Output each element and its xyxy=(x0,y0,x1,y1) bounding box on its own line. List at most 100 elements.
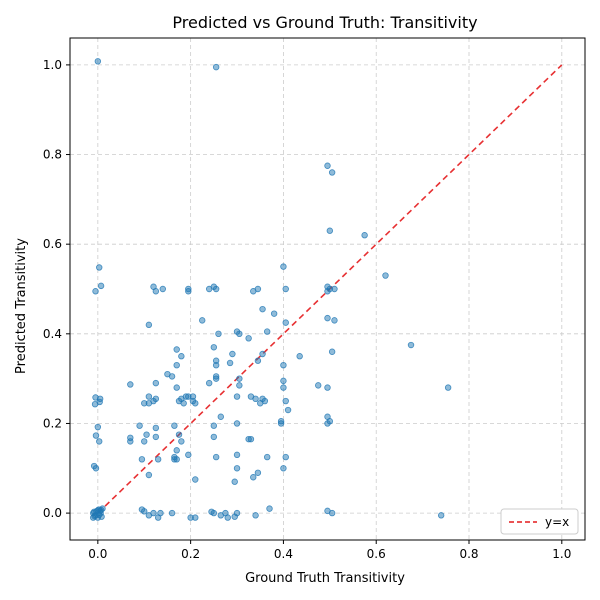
data-point xyxy=(92,465,100,472)
x-tick-label: 0.4 xyxy=(274,547,293,561)
x-tick-label: 0.0 xyxy=(88,547,107,561)
data-point xyxy=(326,418,334,425)
data-points xyxy=(89,58,452,521)
data-point xyxy=(247,435,255,443)
data-point xyxy=(175,431,183,438)
y-axis-label: Predicted Transitivity xyxy=(14,238,29,374)
data-point xyxy=(382,272,389,279)
data-point xyxy=(168,373,176,380)
data-point xyxy=(437,512,445,519)
axis-ticks: 0.0 0.2 0.4 0.6 0.8 1.0 0.0 0.2 0.4 0.6 0.8 1.0 xyxy=(43,58,571,561)
legend-box xyxy=(500,508,579,535)
data-point xyxy=(324,162,331,169)
data-point xyxy=(210,344,218,351)
data-point xyxy=(192,514,199,521)
data-point xyxy=(178,438,185,445)
y-tick-label: 0.0 xyxy=(43,506,62,520)
data-point xyxy=(231,478,238,485)
data-point xyxy=(233,465,241,472)
data-point xyxy=(96,438,103,445)
data-point xyxy=(168,509,176,517)
data-point xyxy=(233,393,241,400)
data-point xyxy=(226,359,234,367)
data-point xyxy=(141,508,148,515)
data-point xyxy=(212,361,220,369)
data-point xyxy=(92,288,99,295)
data-point xyxy=(280,263,287,270)
data-point xyxy=(173,384,180,391)
data-point xyxy=(284,406,292,414)
x-tick-label: 0.2 xyxy=(181,547,200,561)
data-point xyxy=(212,375,220,382)
data-point xyxy=(138,456,146,463)
data-point xyxy=(97,282,105,290)
data-point xyxy=(328,169,336,176)
data-point xyxy=(263,328,271,335)
data-point xyxy=(331,285,338,293)
data-point xyxy=(150,509,157,517)
data-point xyxy=(254,285,262,293)
data-point xyxy=(224,514,231,521)
data-point xyxy=(192,476,199,483)
data-point xyxy=(259,305,266,313)
data-point xyxy=(173,361,180,369)
y-tick-label: 0.6 xyxy=(43,237,62,251)
x-tick-label: 0.8 xyxy=(459,547,478,561)
data-point xyxy=(326,227,334,234)
data-point xyxy=(178,353,185,360)
data-point xyxy=(192,400,199,407)
data-point xyxy=(252,512,259,519)
data-point xyxy=(280,384,287,391)
data-point xyxy=(236,382,243,389)
data-point xyxy=(324,314,331,322)
data-point xyxy=(331,317,338,324)
data-point xyxy=(254,357,262,364)
data-point xyxy=(173,447,180,454)
data-point xyxy=(91,400,99,408)
data-point xyxy=(282,319,289,326)
data-point xyxy=(152,288,160,295)
data-point xyxy=(205,379,213,387)
data-point xyxy=(145,471,153,479)
data-point xyxy=(173,456,180,463)
data-point xyxy=(296,353,303,360)
data-point xyxy=(145,321,153,329)
data-point xyxy=(143,431,150,438)
data-point xyxy=(92,432,100,439)
data-point xyxy=(315,382,322,389)
data-point xyxy=(263,453,271,461)
data-point xyxy=(328,348,336,355)
data-point xyxy=(233,420,241,427)
data-point xyxy=(94,423,102,431)
data-point xyxy=(210,509,218,517)
data-point xyxy=(407,341,415,349)
data-point xyxy=(171,422,178,429)
data-point xyxy=(280,361,287,369)
data-point xyxy=(324,384,331,391)
data-point xyxy=(215,330,222,338)
data-point xyxy=(159,285,166,293)
data-point xyxy=(259,350,266,358)
x-tick-label: 0.6 xyxy=(367,547,386,561)
data-point xyxy=(152,424,160,432)
data-point xyxy=(94,58,102,65)
data-point xyxy=(152,379,160,387)
data-point xyxy=(282,285,289,293)
data-point xyxy=(91,513,98,520)
data-point xyxy=(245,335,252,342)
data-point xyxy=(152,433,160,441)
data-point xyxy=(282,453,289,461)
data-point xyxy=(328,509,336,517)
data-point xyxy=(236,375,243,382)
data-point xyxy=(96,264,103,271)
data-point xyxy=(97,506,105,514)
data-point xyxy=(210,433,218,441)
data-point xyxy=(233,509,241,517)
data-point xyxy=(145,393,153,400)
data-point xyxy=(152,395,160,403)
data-point xyxy=(210,422,218,429)
data-point xyxy=(280,465,287,472)
data-point xyxy=(233,451,241,459)
data-point xyxy=(212,453,220,461)
